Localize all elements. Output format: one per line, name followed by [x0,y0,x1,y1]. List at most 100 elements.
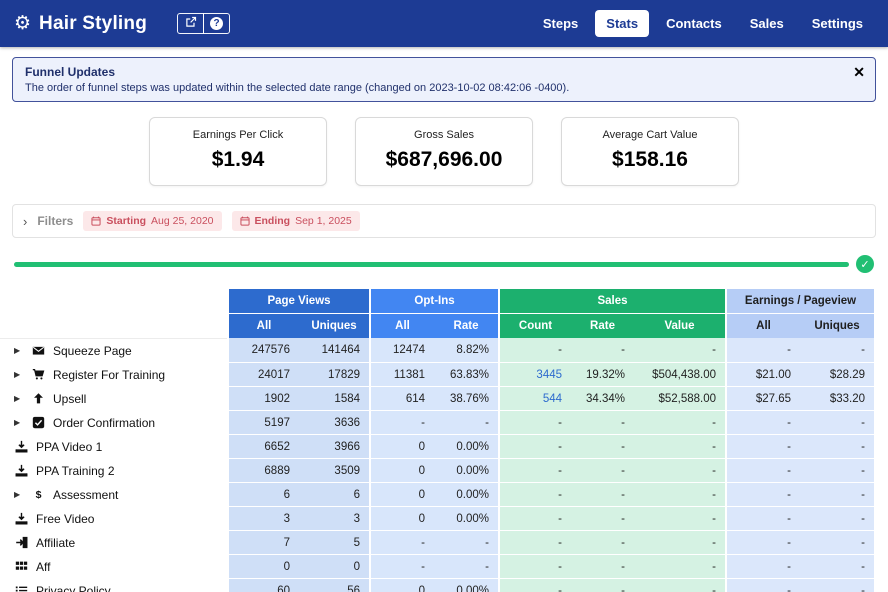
table-row: ▶ Register For Training 24017 17829 11381 63.… [0,362,875,387]
stats-table-body: ▶ Squeeze Page 247576 141464 12474 8.82% - - - - -… [0,338,875,592]
nav-item-stats[interactable]: Stats [595,10,650,37]
cell: $52,588.00 [634,386,727,411]
external-link-button[interactable] [177,13,205,34]
cell[interactable]: 544 [498,386,572,411]
cell: 5197 [227,410,299,435]
nav-item-contacts[interactable]: Contacts [666,16,722,31]
filters-label: Filters [37,214,74,228]
cell: 0.00% [434,482,500,507]
cell: - [800,506,875,531]
stats-table: Page Views Opt-Ins Sales Earnings / Page… [0,289,875,592]
row-label: PPA Video 1 [36,439,103,454]
cell: - [434,554,500,579]
cell: - [498,530,572,555]
check-icon: ✓ [856,255,874,273]
cell: - [725,554,801,579]
cell: - [800,458,875,483]
table-row: ▶ Upsell 1902 1584 614 38.76% 544 34.34% $52,588… [0,386,875,411]
cell: - [498,482,572,507]
table-row: PPA Video 1 6652 3966 0 0.00% - - - - - [0,434,875,459]
badge-name: Ending [254,215,291,227]
row-label-cell[interactable]: Privacy Policy [0,578,228,592]
cell: - [634,554,727,579]
external-link-icon [185,16,197,31]
row-label: Privacy Policy [36,583,111,592]
cell: - [498,578,572,592]
starting-date-badge[interactable]: Starting Aug 25, 2020 [83,211,222,231]
stat-card-gross-sales: Gross Sales $687,696.00 [355,117,533,186]
cell: - [498,338,572,363]
nav-item-steps[interactable]: Steps [542,16,579,31]
table-row: Privacy Policy 60 56 0 0.00% - - - - - [0,578,875,592]
cell: - [725,482,801,507]
cell: 614 [369,386,435,411]
cell: 0.00% [434,458,500,483]
table-row: ▶ Order Confirmation 5197 3636- - - - - - - [0,410,875,435]
row-label-cell[interactable]: ▶ $ Assessment [0,482,228,507]
cell: - [498,410,572,435]
funnel-updates-alert: Funnel Updates The order of funnel steps… [12,57,876,102]
col-pageviews-all: All [227,313,299,338]
expand-caret-icon[interactable]: ▶ [14,394,21,403]
stat-label: Average Cart Value [602,129,698,141]
row-label-cell[interactable]: Aff [0,554,228,579]
row-label: Order Confirmation [53,415,156,430]
cell: 6652 [227,434,299,459]
ending-date-badge[interactable]: Ending Sep 1, 2025 [231,211,360,231]
group-sales: Sales [498,289,727,314]
expand-caret-icon[interactable]: ▶ [14,490,21,499]
group-opt-ins: Opt-Ins [369,289,500,314]
help-button[interactable]: ? [203,13,231,34]
expand-caret-icon[interactable]: ▶ [14,370,21,379]
row-label-cell[interactable]: Free Video [0,506,228,531]
list-icon [14,584,29,592]
row-label-cell[interactable]: Affiliate [0,530,228,555]
cell: - [498,434,572,459]
table-row: Aff 0 0- - - - - - - [0,554,875,579]
cell: 6889 [227,458,299,483]
cell: - [634,338,727,363]
close-icon[interactable]: ✕ [853,64,865,80]
row-label-cell[interactable]: ▶ Upsell [0,386,228,411]
cell: - [800,410,875,435]
row-label: Squeeze Page [53,343,132,358]
cell: - [634,410,727,435]
cell: 6 [299,482,371,507]
nav-item-sales[interactable]: Sales [749,16,784,31]
row-label-cell[interactable]: ▶ Register For Training [0,362,228,387]
cell: 63.83% [434,362,500,387]
cell: - [725,578,801,592]
cell: - [634,458,727,483]
cell: 0.00% [434,506,500,531]
col-earnings-uniques: Uniques [800,313,875,338]
row-label-cell[interactable]: PPA Training 2 [0,458,228,483]
row-label-cell[interactable]: ▶ Squeeze Page [0,338,228,363]
cell: $21.00 [725,362,801,387]
cell: - [571,434,635,459]
stat-label: Gross Sales [414,129,474,141]
row-label-cell[interactable]: PPA Video 1 [0,434,228,459]
expand-caret-icon[interactable]: ▶ [14,418,21,427]
cell[interactable]: 3445 [498,362,572,387]
expand-caret-icon[interactable]: ▶ [14,346,21,355]
col-earnings-all: All [725,313,801,338]
cell: - [634,482,727,507]
row-label: Upsell [53,391,87,406]
cell: 1584 [299,386,371,411]
filters-bar[interactable]: › Filters Starting Aug 25, 2020 Ending S… [12,204,876,238]
group-header-row: Page Views Opt-Ins Sales Earnings / Page… [0,289,875,339]
cell: 12474 [369,338,435,363]
group-earnings-pageview: Earnings / Pageview [725,289,875,314]
row-label-cell[interactable]: ▶ Order Confirmation [0,410,228,435]
cell: 0 [369,578,435,592]
cell: - [725,410,801,435]
nav-item-settings[interactable]: Settings [811,16,863,31]
navbar-button-group: ? [177,13,231,34]
cell: 141464 [299,338,371,363]
chevron-right-icon[interactable]: › [23,213,28,229]
cell: 0.00% [434,434,500,459]
grid-icon [14,560,29,573]
cell: 3 [227,506,299,531]
table-corner [0,289,228,339]
stat-value: $1.94 [211,148,265,171]
